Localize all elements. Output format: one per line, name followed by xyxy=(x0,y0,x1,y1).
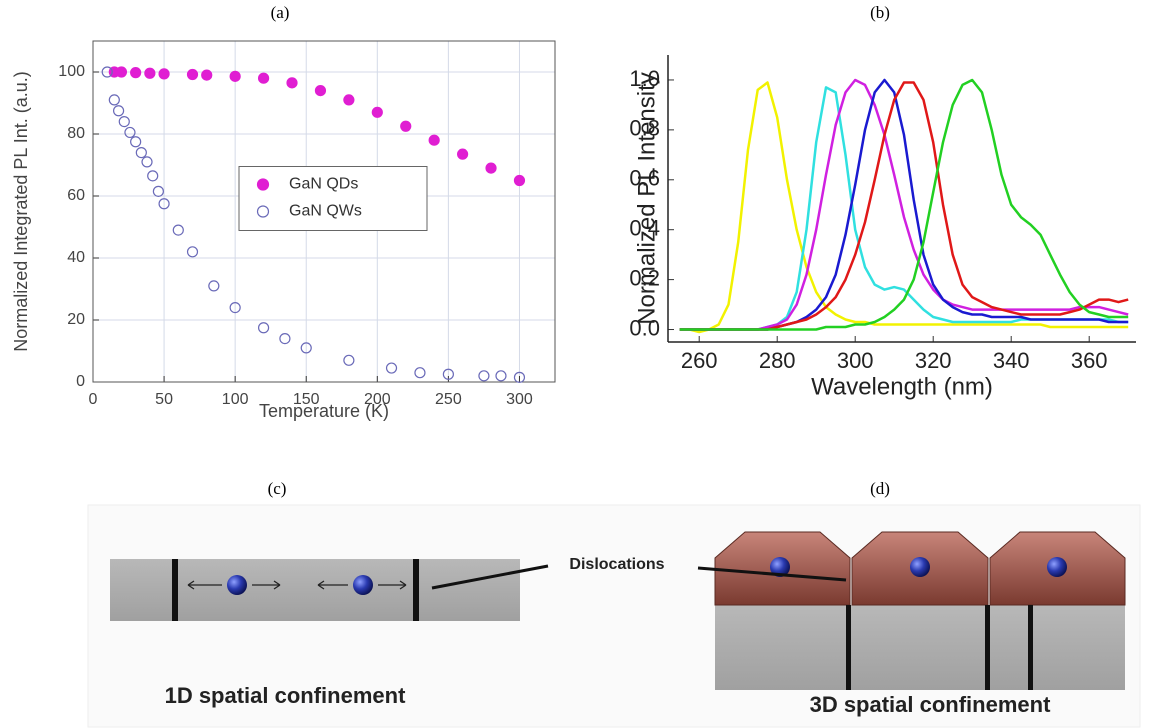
line xyxy=(680,83,1128,333)
point xyxy=(173,225,183,235)
point xyxy=(259,73,269,83)
point xyxy=(344,95,354,105)
caption: 1D spatial confinement xyxy=(165,683,407,708)
line xyxy=(680,83,1128,330)
point xyxy=(125,127,135,137)
point xyxy=(209,281,219,291)
diagram-3d xyxy=(715,532,1125,690)
point xyxy=(429,135,439,145)
point xyxy=(486,163,496,173)
point xyxy=(344,355,354,365)
point xyxy=(116,67,126,77)
panel-label: (d) xyxy=(870,479,890,498)
legend-label: GaN QWs xyxy=(289,203,362,220)
line xyxy=(680,80,1128,330)
point xyxy=(496,371,506,381)
point xyxy=(136,148,146,158)
line xyxy=(680,87,1128,329)
y-tick-label: 100 xyxy=(58,63,85,80)
legend-marker xyxy=(258,179,269,190)
chart-title: (b) xyxy=(870,3,890,22)
diagram-1d xyxy=(110,559,520,621)
y-tick-label: 80 xyxy=(67,125,85,142)
point xyxy=(514,176,524,186)
x-tick-label: 250 xyxy=(435,391,462,408)
line xyxy=(680,80,1128,330)
figure: (c) (d) Dislocations 1D spatial confinem… xyxy=(0,0,1153,728)
line xyxy=(680,80,1128,330)
point xyxy=(458,149,468,159)
point xyxy=(119,117,129,127)
y-tick-label: 60 xyxy=(67,187,85,204)
point xyxy=(148,171,158,181)
point xyxy=(230,71,240,81)
y-axis-label: Normalized PL Intensity xyxy=(633,72,660,325)
x-tick-label: 300 xyxy=(506,391,533,408)
x-tick-label: 320 xyxy=(915,348,952,373)
x-tick-label: 280 xyxy=(759,348,796,373)
x-tick-label: 0 xyxy=(89,391,98,408)
point xyxy=(188,247,198,257)
x-tick-label: 340 xyxy=(993,348,1030,373)
point xyxy=(131,68,141,78)
y-tick-label: 0 xyxy=(76,373,85,390)
point xyxy=(387,363,397,373)
page: {"chart_data":[ {"type":"scatter","title… xyxy=(0,0,1153,728)
y-tick-label: 40 xyxy=(67,249,85,266)
callout: Dislocations xyxy=(569,556,664,573)
legend-label: GaN QDs xyxy=(289,176,358,193)
point xyxy=(280,334,290,344)
point xyxy=(145,68,155,78)
x-tick-label: 300 xyxy=(837,348,874,373)
point xyxy=(114,106,124,116)
point xyxy=(315,86,325,96)
point xyxy=(131,137,141,147)
point xyxy=(142,157,152,167)
point xyxy=(479,371,489,381)
point xyxy=(188,69,198,79)
x-tick-label: 50 xyxy=(155,391,173,408)
y-axis-label: Normalized Integrated PL Int. (a.u.) xyxy=(11,71,31,351)
panel-label: (c) xyxy=(268,479,287,498)
point xyxy=(287,78,297,88)
x-axis-label: Temperature (K) xyxy=(259,401,389,421)
x-tick-label: 260 xyxy=(681,348,718,373)
point xyxy=(153,186,163,196)
y-tick-label: 20 xyxy=(67,311,85,328)
caption: 3D spatial confinement xyxy=(810,692,1052,717)
point xyxy=(109,95,119,105)
chart-title: (a) xyxy=(271,3,290,22)
point xyxy=(259,323,269,333)
x-tick-label: 100 xyxy=(222,391,249,408)
point xyxy=(159,69,169,79)
x-axis-label: Wavelength (nm) xyxy=(811,373,993,400)
point xyxy=(415,368,425,378)
point xyxy=(401,121,411,131)
point xyxy=(202,70,212,80)
point xyxy=(372,107,382,117)
x-tick-label: 360 xyxy=(1071,348,1108,373)
